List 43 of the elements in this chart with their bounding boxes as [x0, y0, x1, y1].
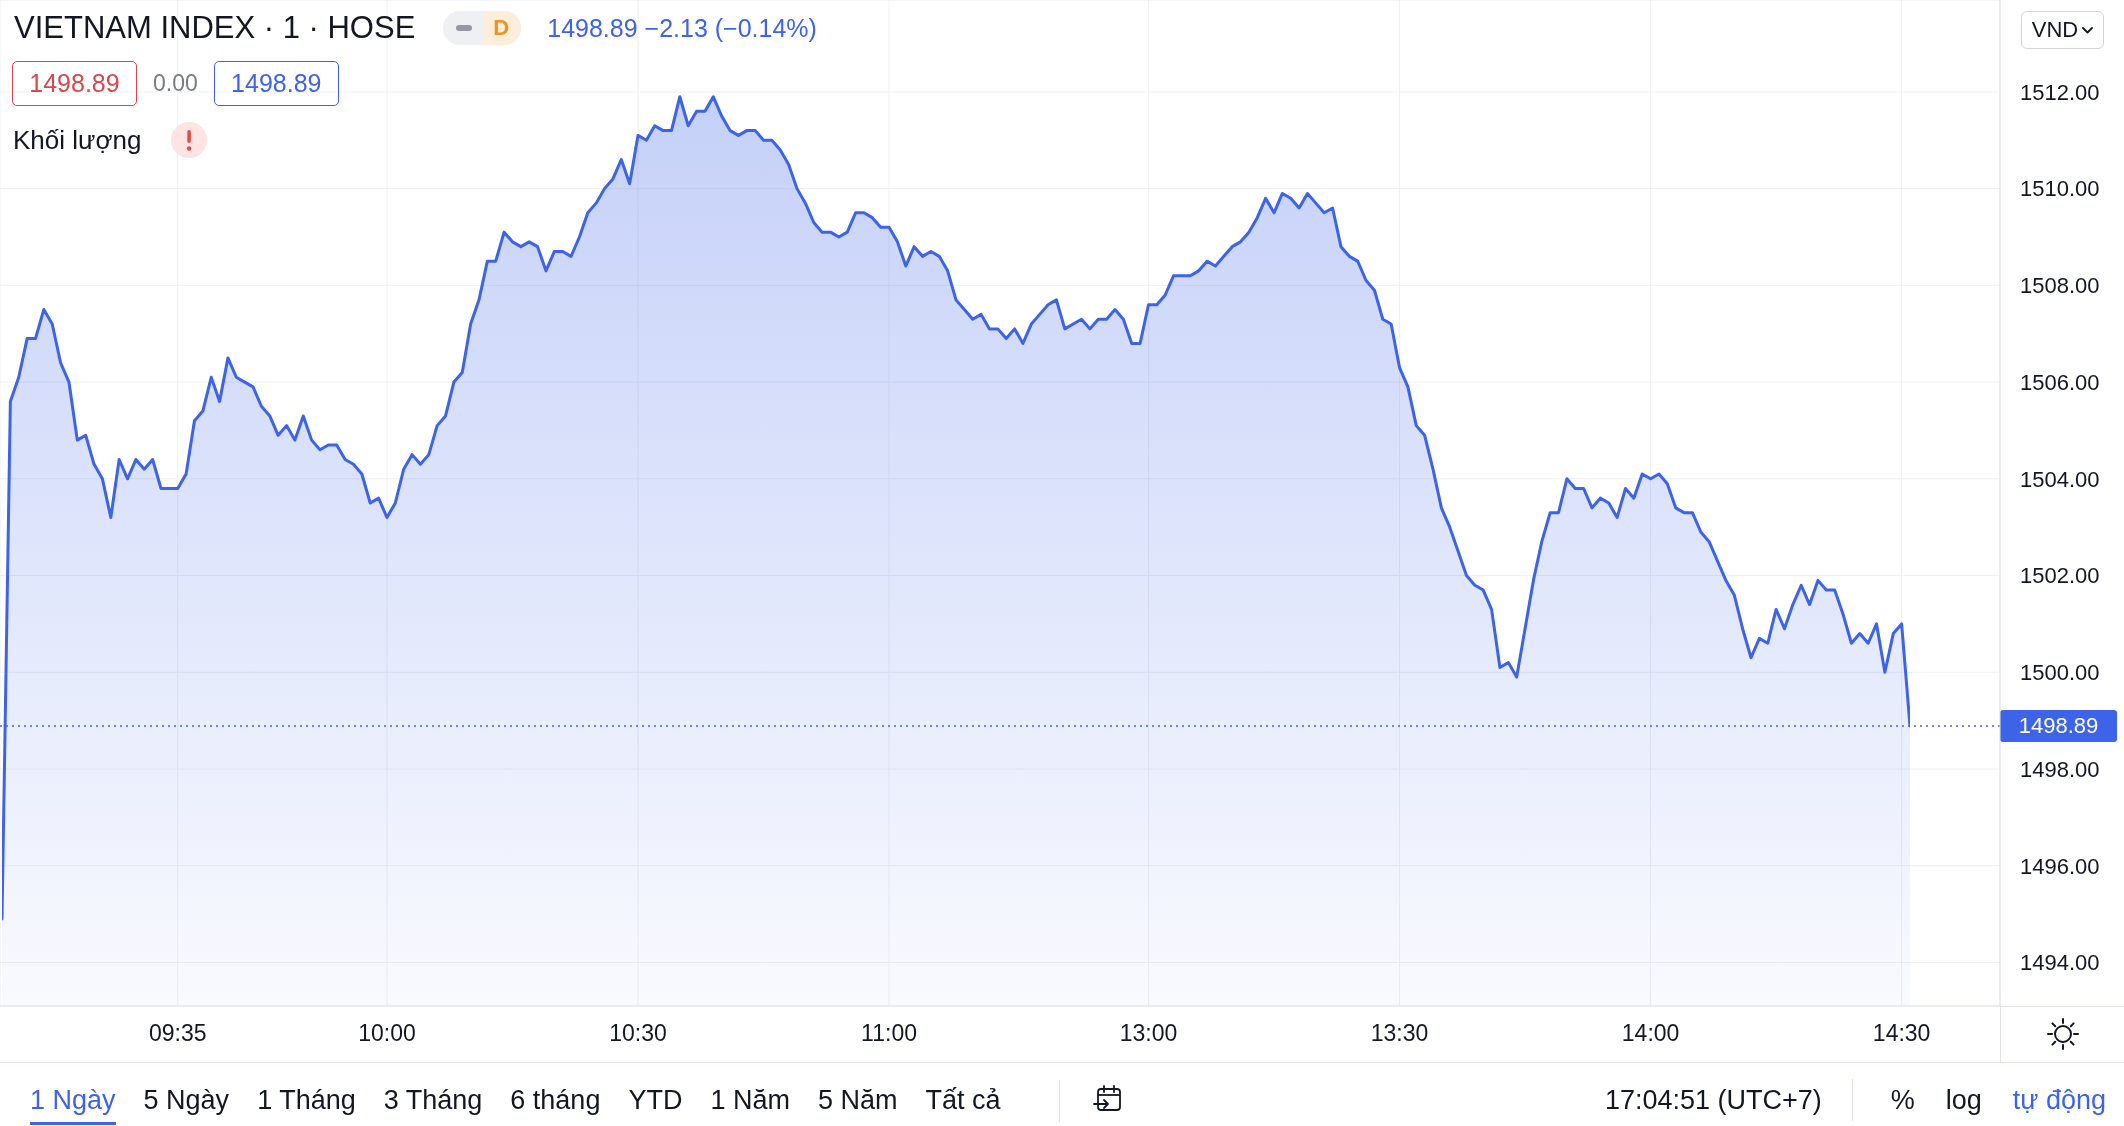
status-badge: D: [443, 11, 522, 45]
text: 1498.89 −2.13 (−0.14%): [547, 13, 817, 43]
y-tick-label: 1496.00: [2020, 853, 2100, 879]
text: 17:04:51 (UTC+7): [1604, 1084, 1822, 1116]
price-box: 1498.89: [12, 61, 137, 106]
text: 3 Tháng: [383, 1084, 483, 1116]
chart-title: VIETNAM INDEX · 1 · HOSE: [14, 10, 416, 46]
annotation: 1498.89: [29, 69, 120, 98]
x-tick-label: 14:30: [1872, 1020, 1931, 1047]
y-tick-label: 1512.00: [2020, 79, 2100, 105]
ref-line-label: 1498.89: [2018, 713, 2099, 739]
text: 5 Ngày: [143, 1084, 230, 1116]
y-tick-label: 1502.00: [2020, 563, 2100, 589]
x-tick-label: 10:30: [609, 1020, 667, 1047]
dropdown: VND: [2021, 11, 2104, 49]
annotation: Khối lượng: [13, 124, 142, 156]
y-tick-label: 1494.00: [2020, 950, 2100, 976]
annotation: 1498.89: [231, 69, 322, 98]
x-tick-label: 09:35: [148, 1020, 207, 1047]
y-tick-label: 1504.00: [2020, 466, 2100, 492]
x-tick-label: 13:30: [1370, 1020, 1429, 1047]
text: 6 tháng: [510, 1084, 601, 1116]
y-tick-label: 1508.00: [2020, 273, 2100, 299]
price-box: 1498.89: [213, 61, 339, 106]
text: log: [1945, 1084, 1982, 1116]
y-tick-label: 1510.00: [2020, 176, 2100, 202]
x-tick-label: 14:00: [1621, 1020, 1680, 1047]
text: YTD: [628, 1084, 683, 1116]
text: tự động: [2012, 1084, 2106, 1116]
text: Tất cả: [925, 1084, 1001, 1116]
text: 1 Tháng: [257, 1084, 356, 1116]
text: 1 Ngày: [30, 1084, 116, 1116]
y-tick-label: 1498.00: [2020, 756, 2100, 782]
text: %: [1890, 1084, 1915, 1116]
x-tick-label: 11:00: [861, 1020, 917, 1047]
annotation: D: [483, 11, 522, 45]
annotation: 0.00: [153, 70, 198, 97]
x-tick-label: 10:00: [358, 1020, 416, 1047]
text: 5 Năm: [817, 1084, 898, 1116]
x-tick-label: 13:00: [1119, 1020, 1178, 1047]
text: 1 Năm: [710, 1084, 790, 1116]
y-tick-label: 1506.00: [2020, 369, 2100, 395]
y-tick-label: 1500.00: [2020, 660, 2100, 686]
